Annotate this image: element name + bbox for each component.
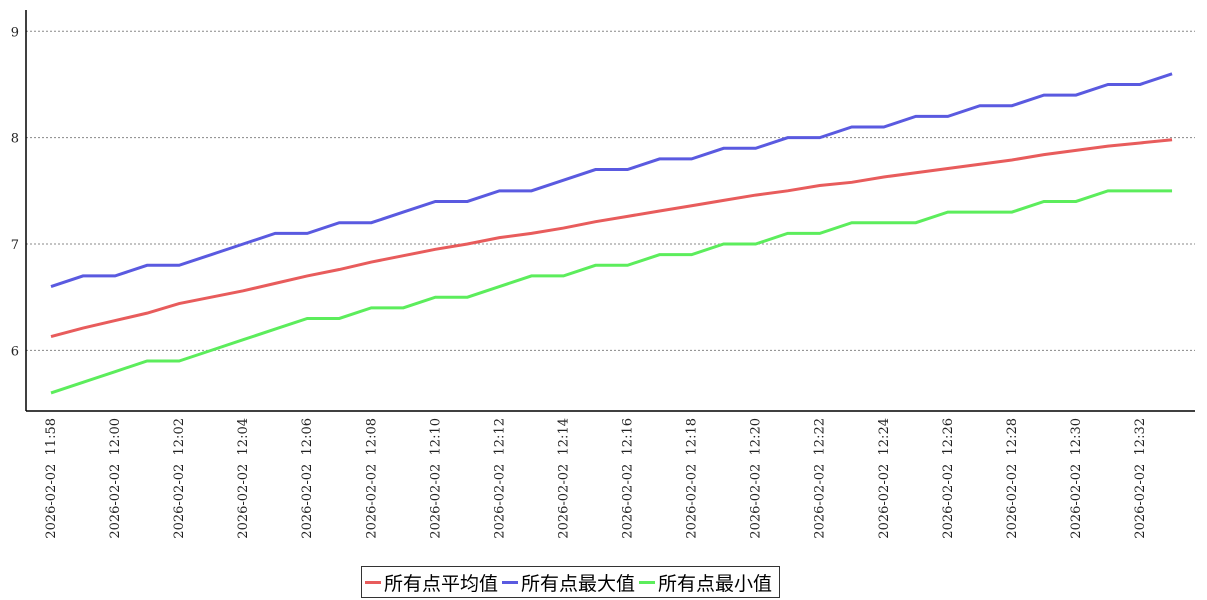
x-tick-label: 2026-02-02 12:32	[1133, 418, 1148, 539]
x-tick-label: 2026-02-02 12:10	[428, 418, 443, 539]
legend-label: 所有点最小值	[658, 572, 773, 595]
x-tick-label: 2026-02-02 12:02	[172, 418, 187, 539]
x-tick-label: 2026-02-02 12:00	[108, 418, 123, 539]
x-tick-label: 2026-02-02 11:58	[44, 418, 59, 539]
x-tick-label: 2026-02-02 12:20	[749, 418, 764, 539]
series-line	[50, 72, 1173, 288]
legend-swatch	[639, 580, 656, 584]
y-tick-label: 8	[11, 132, 19, 147]
legend-item: 所有点平均值	[365, 569, 498, 596]
chart: 6 7 8 9 2026-02-02 11:58 2026-02-02 12:00 2026…	[11, 10, 1195, 539]
y-tick-label: 9	[11, 25, 19, 40]
x-tick-label: 2026-02-02 12:06	[300, 418, 315, 539]
x-tick-label: 2026-02-02 12:12	[492, 418, 507, 539]
legend: 所有点平均值 所有点最大值 所有点最小值	[361, 566, 781, 598]
y-tick-label: 6	[11, 344, 19, 359]
x-tick-label: 2026-02-02 12:26	[941, 418, 956, 539]
legend-item: 所有点最大值	[502, 569, 635, 596]
x-tick-label: 2026-02-02 12:18	[685, 418, 700, 539]
x-tick-label: 2026-02-02 12:04	[236, 418, 251, 539]
legend-item: 所有点最小值	[639, 569, 772, 596]
x-tick-label: 2026-02-02 12:14	[556, 418, 571, 539]
legend-swatch	[502, 580, 519, 584]
x-tick-label: 2026-02-02 12:28	[1005, 418, 1020, 539]
legend-label: 所有点最大值	[521, 572, 636, 595]
legend-swatch	[365, 580, 381, 584]
series-line	[50, 138, 1173, 338]
legend-label: 所有点平均值	[384, 572, 499, 595]
x-tick-label: 2026-02-02 12:16	[621, 418, 636, 539]
x-tick-label: 2026-02-02 12:24	[877, 418, 892, 539]
x-tick-label: 2026-02-02 12:22	[813, 418, 828, 539]
y-tick-label: 7	[11, 238, 19, 253]
series-line	[50, 189, 1173, 395]
x-tick-label: 2026-02-02 12:08	[364, 418, 379, 539]
x-tick-label: 2026-02-02 12:30	[1069, 418, 1084, 539]
